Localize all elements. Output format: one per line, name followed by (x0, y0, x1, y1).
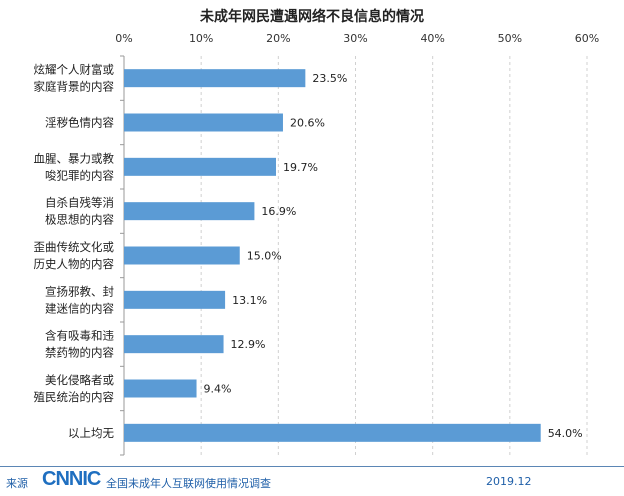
chart-title: 未成年网民遭遇网络不良信息的情况 (200, 9, 424, 25)
category-label: 炫耀个人财富或 (34, 63, 115, 77)
category-label: 历史人物的内容 (34, 257, 115, 271)
data-label: 23.5% (312, 72, 347, 85)
data-label: 9.4% (204, 383, 232, 396)
category-label: 含有吸毒和违 (45, 329, 114, 343)
data-label: 16.9% (261, 205, 296, 218)
category-label: 以上均无 (68, 426, 114, 440)
bar (124, 113, 283, 132)
bar (124, 290, 226, 309)
bar (124, 69, 306, 88)
data-label: 15.0% (247, 250, 282, 263)
data-label: 54.0% (548, 427, 583, 440)
bar (124, 202, 255, 221)
footer: 来源 CNNIC 全国未成年人互联网使用情况调查 2019.12 (0, 466, 624, 496)
data-label: 13.1% (232, 294, 267, 307)
date: 2019.12 (486, 475, 532, 488)
category-label: 建迷信的内容 (45, 301, 114, 315)
category-label: 家庭背景的内容 (34, 80, 115, 94)
bar (124, 246, 240, 265)
category-label: 淫秽色情内容 (45, 116, 114, 130)
x-tick-label: 60% (575, 32, 599, 45)
category-label: 极思想的内容 (45, 213, 114, 227)
survey-name: 全国未成年人互联网使用情况调查 (106, 477, 271, 490)
category-label: 唆犯罪的内容 (45, 168, 114, 182)
category-label: 自杀自残等消 (45, 196, 114, 210)
category-label: 宣扬邪教、封 (45, 284, 114, 298)
category-label: 美化侵略者或 (45, 373, 114, 387)
data-label: 20.6% (290, 117, 325, 130)
source-label: 来源 (6, 477, 28, 490)
category-label: 血腥、暴力或教 (34, 151, 115, 165)
bar (124, 157, 277, 176)
bar (124, 423, 541, 442)
x-tick-label: 10% (189, 32, 213, 45)
x-tick-label: 40% (420, 32, 444, 45)
category-label: 歪曲传统文化或 (34, 240, 115, 254)
x-tick-label: 30% (343, 32, 367, 45)
bar (124, 379, 197, 398)
cnnic-logo: CNNIC (42, 468, 101, 490)
x-tick-label: 0% (115, 32, 132, 45)
data-label: 19.7% (283, 161, 318, 174)
category-label: 禁药物的内容 (45, 346, 114, 360)
x-tick-label: 50% (498, 32, 522, 45)
x-tick-label: 20% (266, 32, 290, 45)
bar (124, 335, 224, 354)
data-label: 12.9% (231, 338, 266, 351)
category-label: 殖民统治的内容 (34, 390, 115, 404)
